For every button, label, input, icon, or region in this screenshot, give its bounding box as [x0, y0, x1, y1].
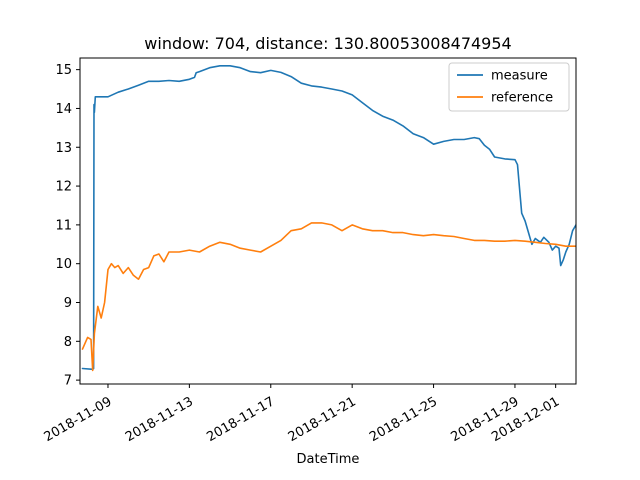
y-tick-label: 10 [55, 257, 72, 272]
y-tick-label: 8 [64, 335, 72, 350]
series-line-reference [81, 222, 576, 372]
legend: measure reference [448, 62, 570, 112]
x-tick-label: 2018-11-25 [367, 394, 440, 445]
plot-area [79, 57, 577, 385]
y-tick-label: 9 [64, 296, 72, 311]
series-line-measure [81, 65, 576, 371]
x-axis-label: DateTime [297, 452, 360, 467]
x-tick-label: 2018-11-21 [286, 394, 359, 445]
y-axis: 7 8 9 10 11 12 13 14 15 [55, 63, 80, 389]
legend-label-reference: reference [491, 91, 553, 106]
x-axis: 2018-11-09 2018-11-13 2018-11-17 2018-11-21… [42, 384, 562, 445]
y-tick-label: 15 [55, 63, 72, 78]
x-tick-label: 2018-11-13 [123, 394, 196, 445]
y-tick-label: 11 [55, 218, 72, 233]
y-tick-label: 13 [55, 141, 72, 156]
x-tick-label: 2018-11-17 [204, 394, 277, 445]
y-tick-label: 12 [55, 180, 72, 195]
y-tick-label: 7 [64, 374, 72, 389]
y-tick-label: 14 [55, 102, 72, 117]
chart-title: window: 704, distance: 130.8005300847495… [144, 34, 511, 53]
x-tick-label: 2018-11-09 [42, 394, 115, 445]
legend-label-measure: measure [491, 69, 548, 84]
